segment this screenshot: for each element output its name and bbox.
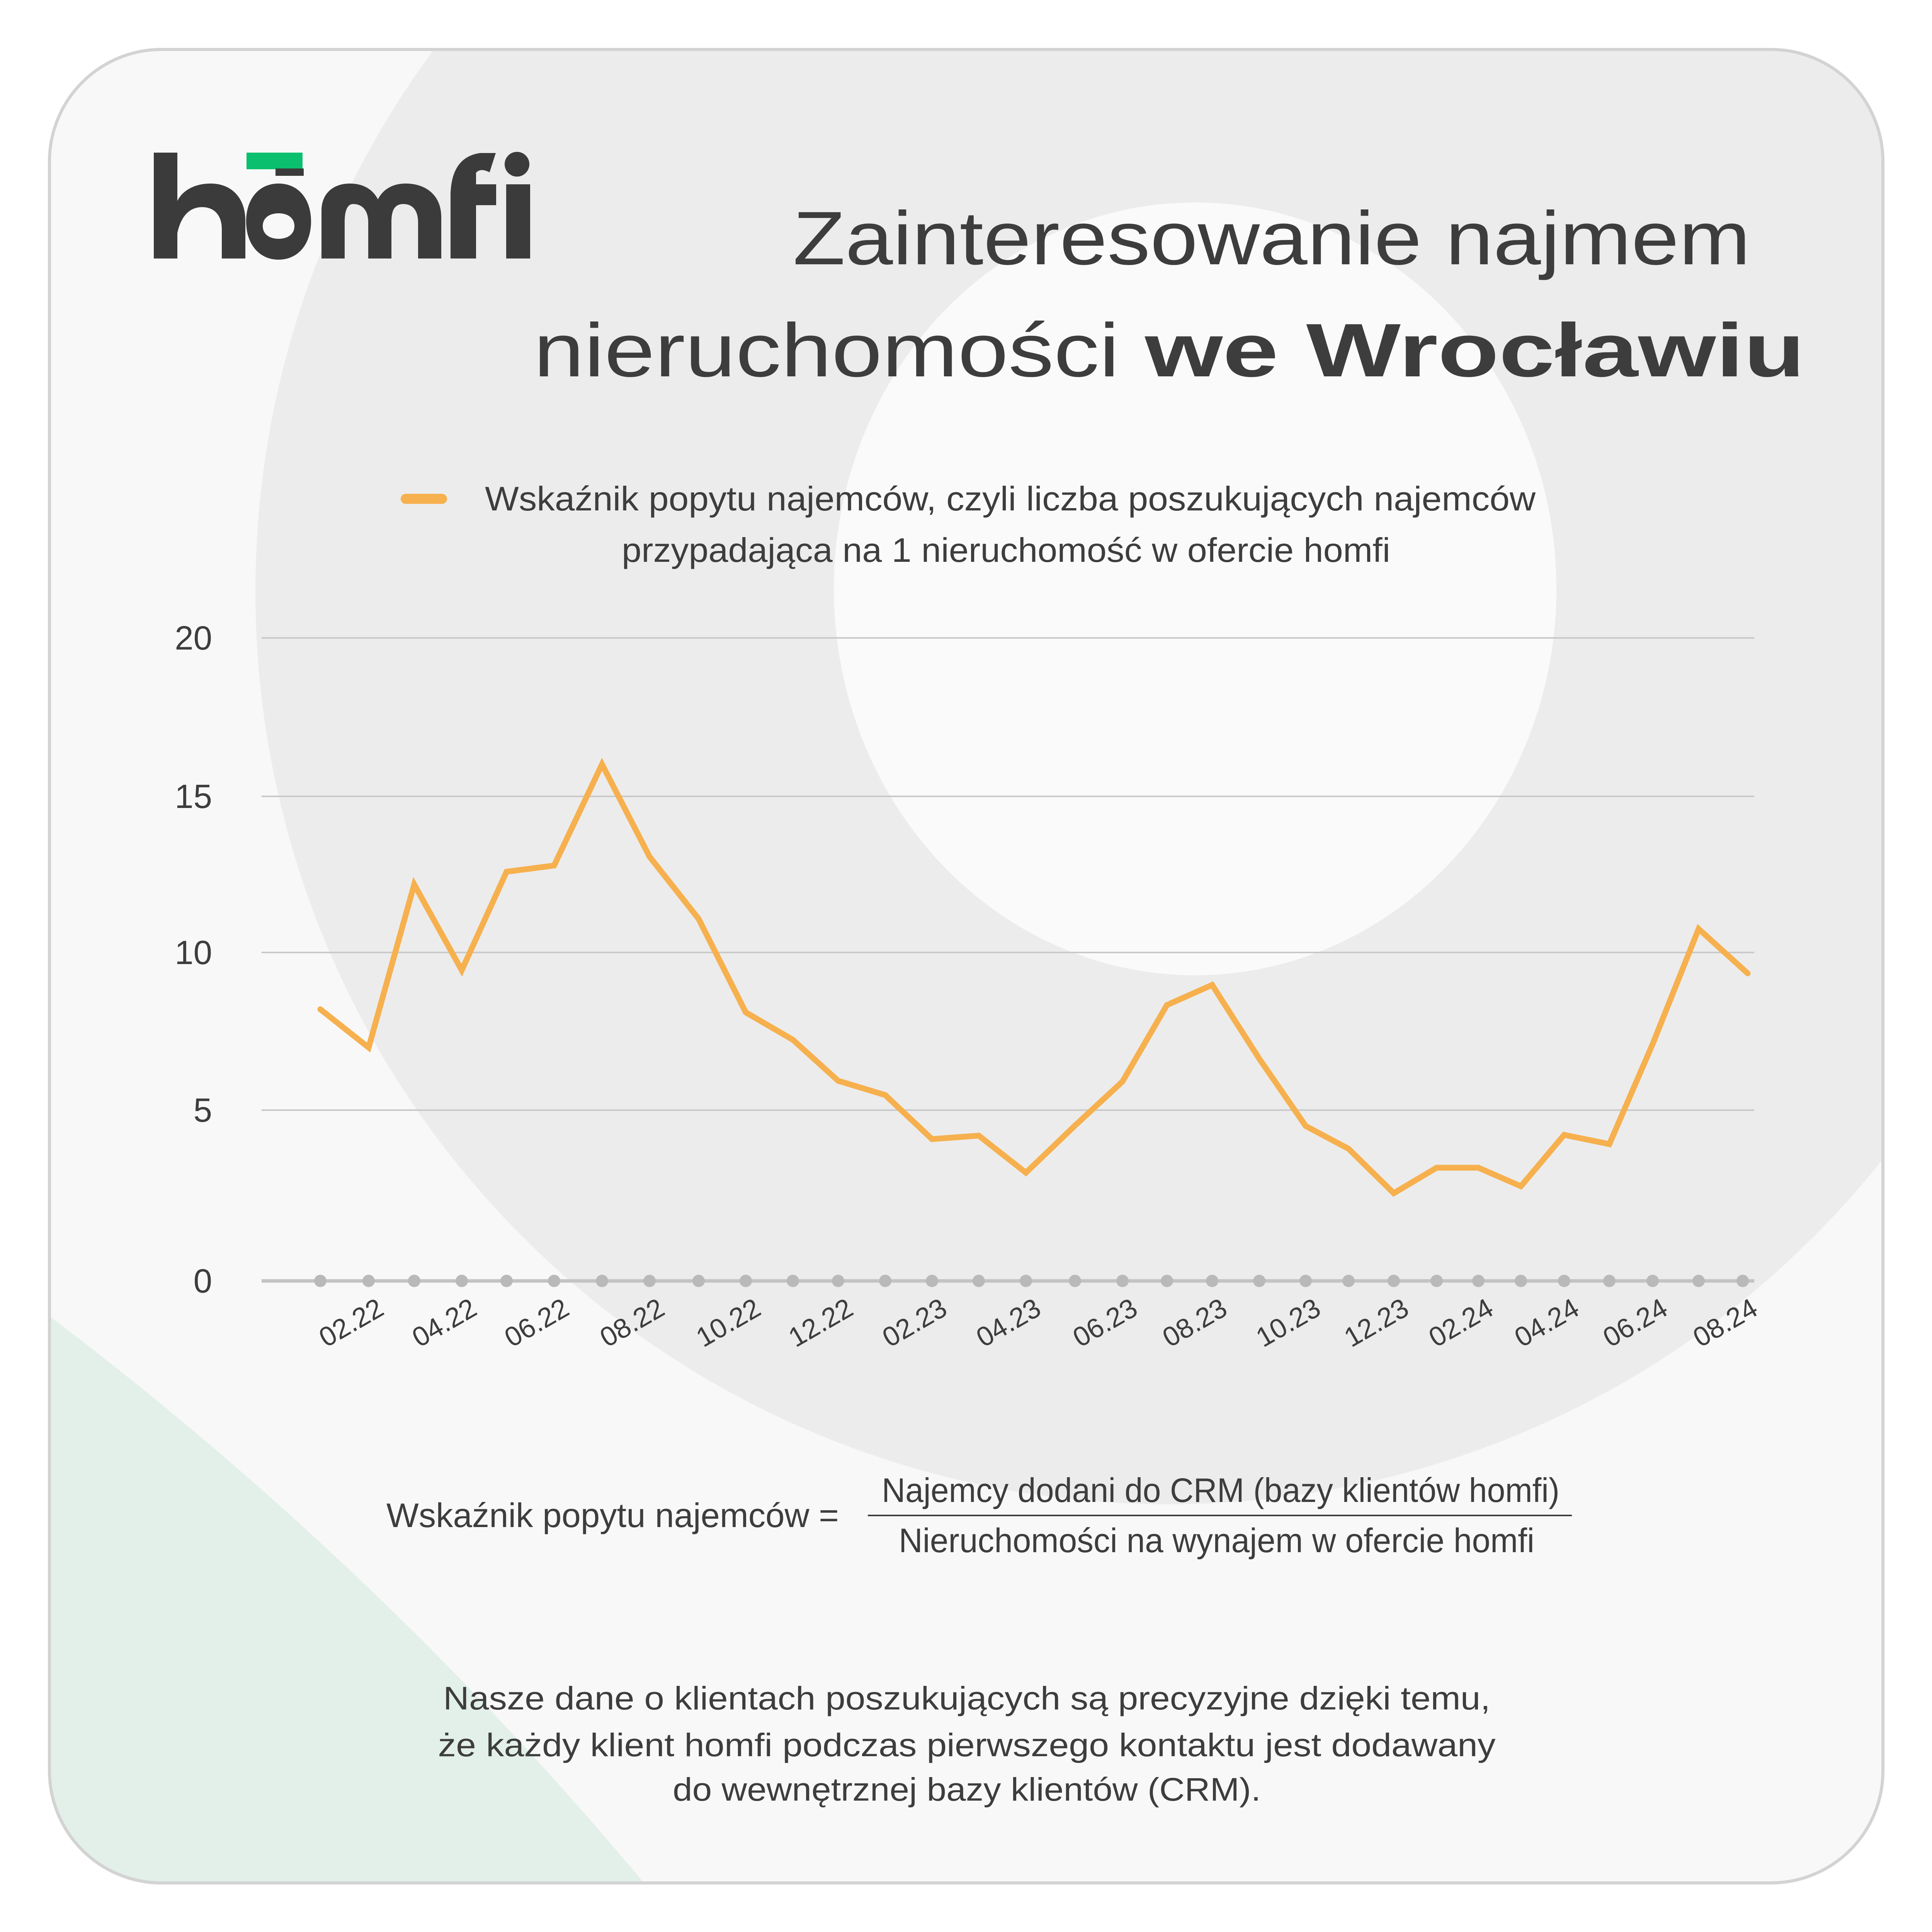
svg-text:nieruchomości: nieruchomości <box>534 308 1119 393</box>
svg-text:we Wrocławiu: we Wrocławiu <box>1145 308 1805 393</box>
svg-text:Zainteresowanie najmem: Zainteresowanie najmem <box>793 196 1750 281</box>
svg-text:Nieruchomości na wynajem w ofe: Nieruchomości na wynajem w ofercie homfi <box>899 1521 1534 1560</box>
svg-text:Wskaźnik popytu najemców, czyl: Wskaźnik popytu najemców, czyli liczba p… <box>485 480 1536 518</box>
svg-text:10: 10 <box>175 934 212 971</box>
svg-text:że każdy klient homfi podczas: że każdy klient homfi podczas pierwszego… <box>438 1727 1496 1763</box>
svg-text:Nasze dane o klientach poszuku: Nasze dane o klientach poszukujących są … <box>443 1680 1490 1716</box>
svg-text:Najemcy dodani do CRM (bazy kl: Najemcy dodani do CRM (bazy klientów hom… <box>882 1471 1560 1509</box>
svg-text:15: 15 <box>175 778 212 815</box>
svg-text:przypadająca na 1 nieruchomość: przypadająca na 1 nieruchomość w ofercie… <box>622 531 1390 569</box>
svg-text:do wewnętrznej bazy klientów (: do wewnętrznej bazy klientów (CRM). <box>673 1771 1261 1808</box>
svg-text:5: 5 <box>194 1092 212 1129</box>
svg-text:Wskaźnik popytu najemców =: Wskaźnik popytu najemców = <box>386 1496 839 1534</box>
svg-text:0: 0 <box>194 1262 212 1300</box>
svg-text:20: 20 <box>175 619 212 657</box>
